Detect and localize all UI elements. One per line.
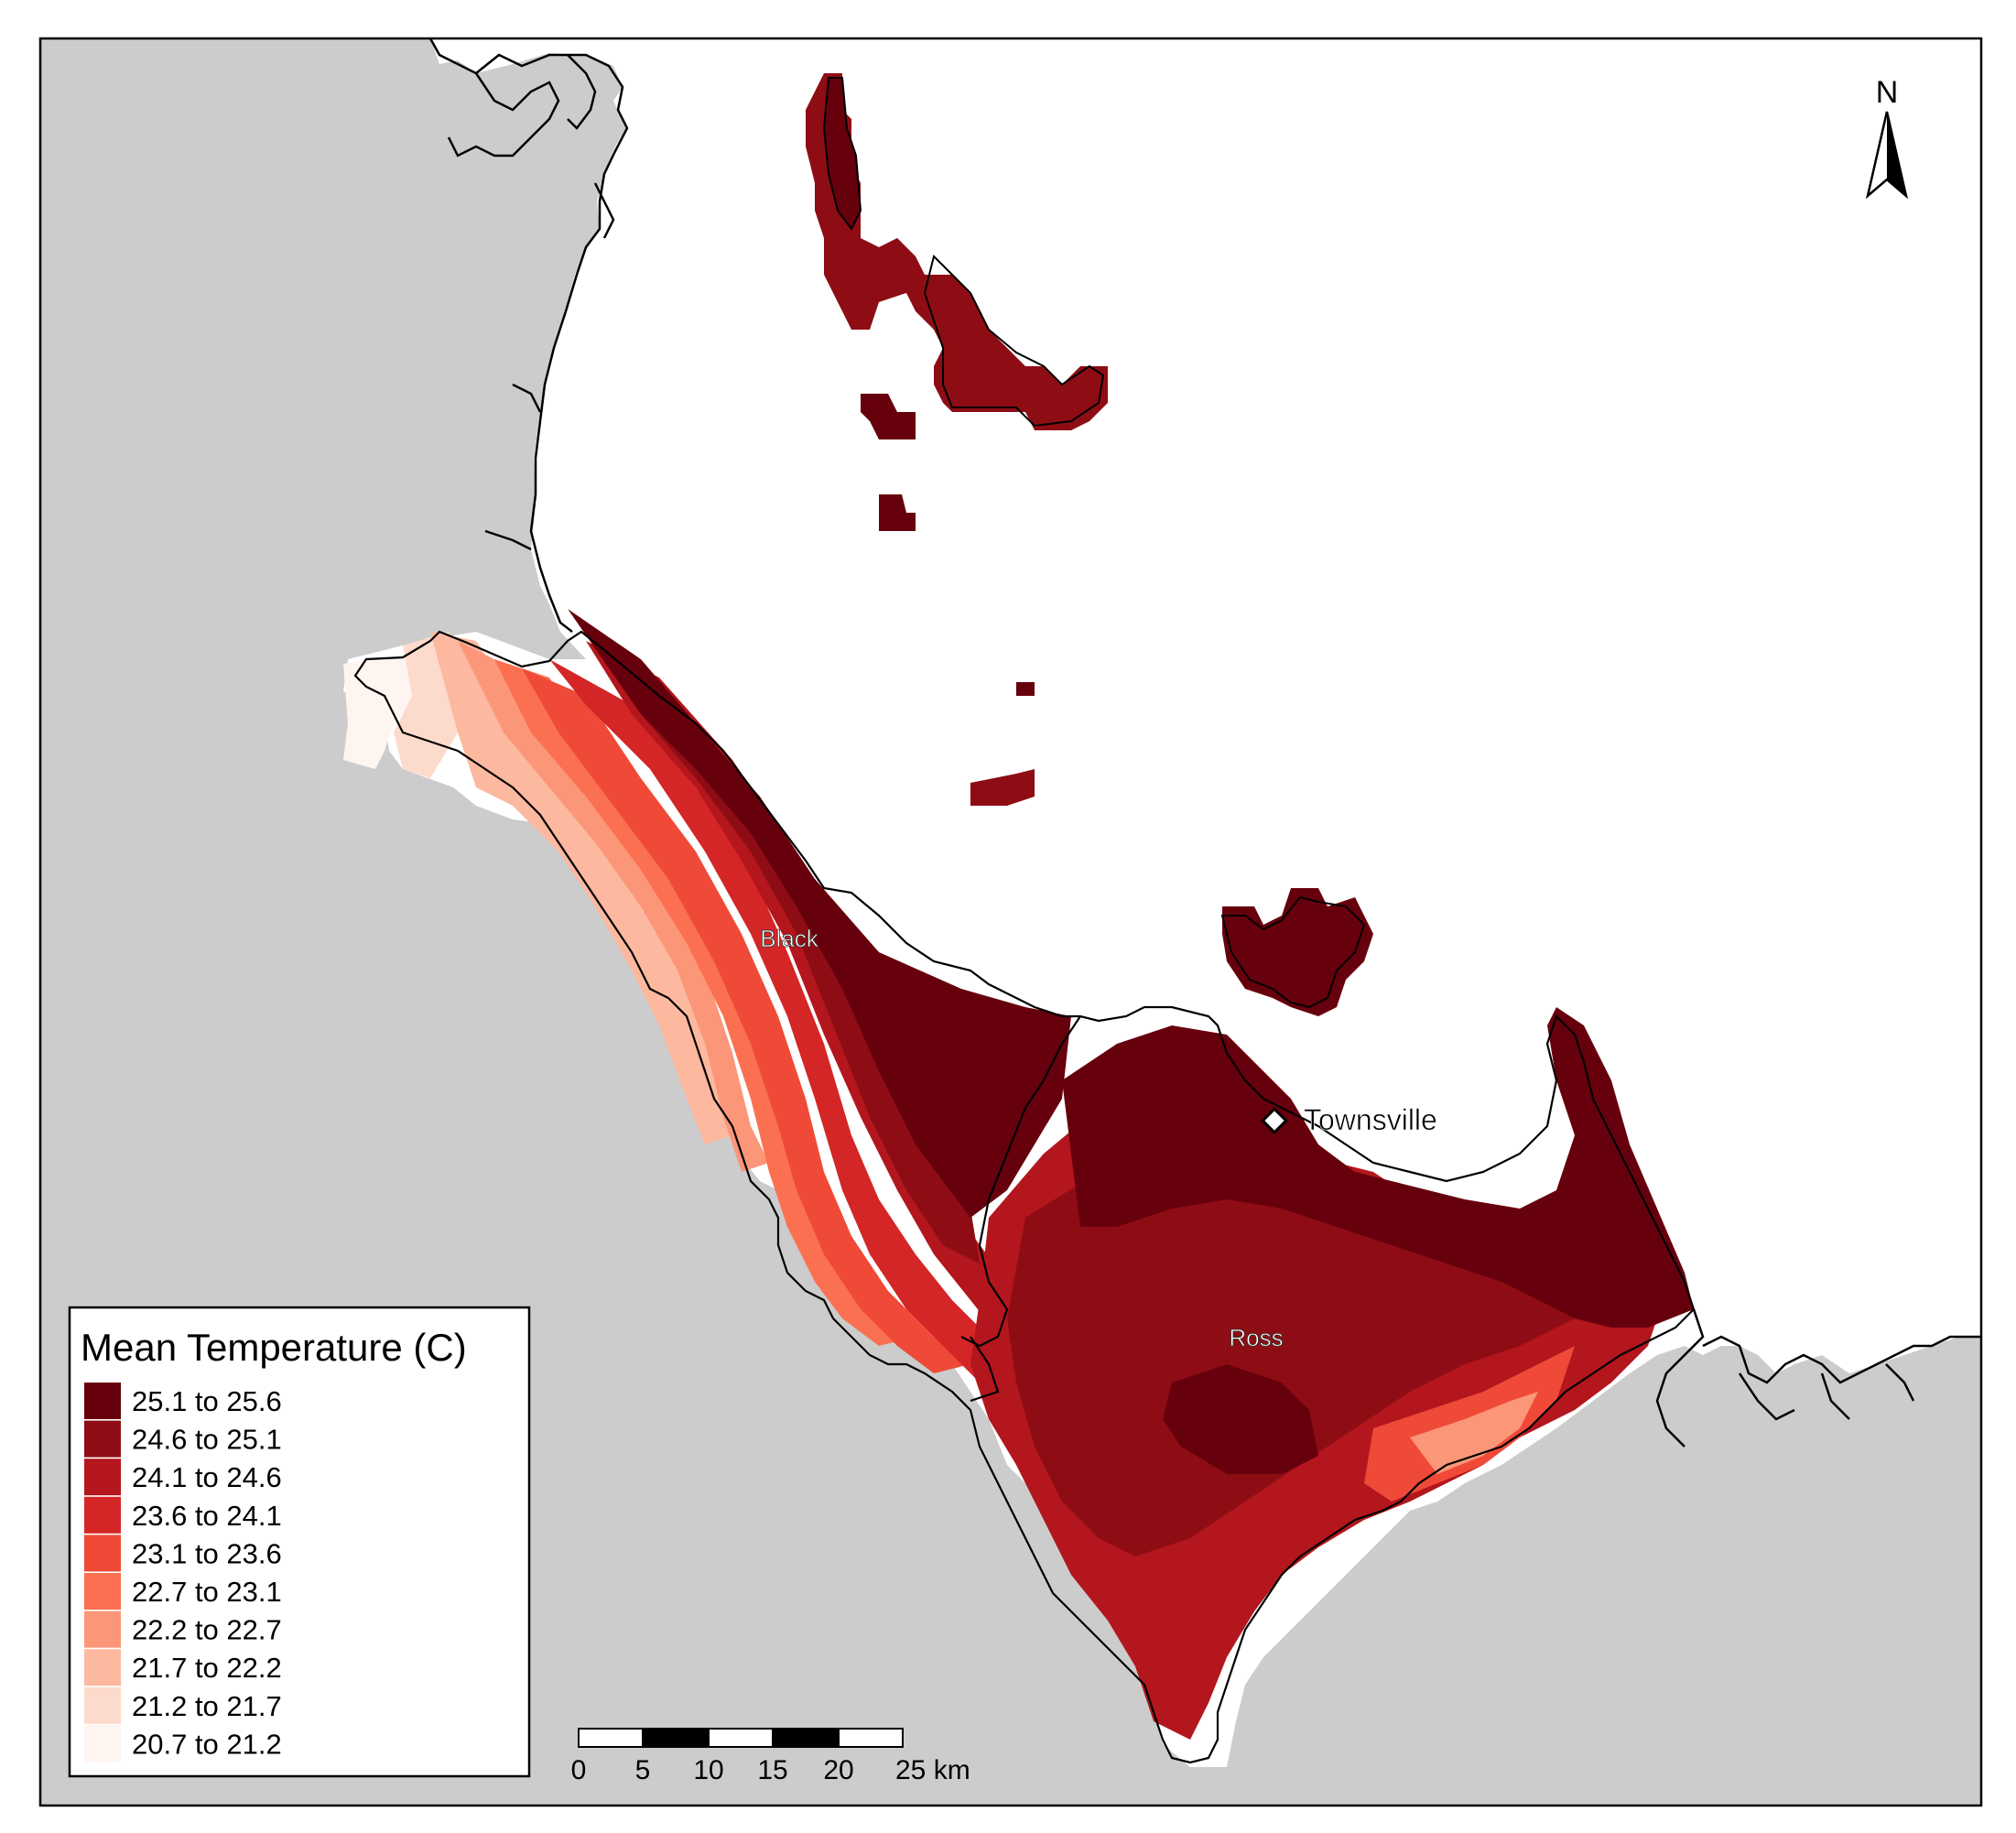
island-small-3 (1016, 682, 1035, 696)
townsville-marker (1261, 1107, 1288, 1134)
island-small-1 (861, 394, 916, 439)
zone-22-7 (494, 659, 916, 1346)
scale-tick-25: 25 km (895, 1755, 970, 1785)
zone-ross-24-6 (1007, 1154, 1593, 1556)
label-ross: Ross (1229, 1324, 1283, 1351)
zone-23-1 (522, 668, 970, 1373)
legend-label: 22.7 to 23.1 (132, 1576, 282, 1608)
north-label: N (1876, 75, 1899, 110)
zone-ross-25-1 (1062, 1007, 1694, 1328)
legend-label: 24.6 to 25.1 (132, 1424, 282, 1456)
legend-swatch (84, 1459, 121, 1496)
legend: Mean Temperature (C) 25.1 to 25.6 24.6 to… (68, 1306, 531, 1778)
temperature-raster (343, 73, 1694, 1740)
island-small-2 (879, 494, 916, 531)
map-border (38, 37, 1983, 1807)
zone-ross-core (1163, 1364, 1318, 1474)
scale-tick-5: 5 (635, 1755, 651, 1785)
island-small-4 (970, 769, 1035, 806)
zone-23-6 (549, 659, 1044, 1410)
label-townsville: Townsville (1304, 1103, 1437, 1136)
zone-20-7 (343, 655, 430, 769)
legend-swatch (84, 1725, 121, 1762)
legend-swatch (84, 1420, 121, 1458)
scale-tick-10: 10 (693, 1755, 723, 1785)
coastline (428, 38, 1981, 1448)
zone-24-6 (623, 659, 980, 1264)
legend-label: 25.1 to 25.6 (132, 1385, 282, 1417)
legend-label: 23.1 to 23.6 (132, 1537, 282, 1569)
scale-tick-15: 15 (757, 1755, 787, 1785)
diamond-icon (1261, 1107, 1288, 1134)
legend-swatch (84, 1611, 121, 1648)
catchment-boundaries (353, 630, 1696, 1764)
legend-swatch (84, 1496, 121, 1534)
legend-swatch (84, 1649, 121, 1687)
legend-label: 20.7 to 21.2 (132, 1728, 282, 1760)
zone-22-2 (458, 641, 769, 1172)
legend-swatch (84, 1383, 121, 1419)
legend-label: 22.2 to 22.7 (132, 1614, 282, 1646)
scale-tick-0: 0 (571, 1755, 587, 1785)
legend-swatch (84, 1687, 121, 1724)
zone-ross-cooler (1410, 1392, 1538, 1474)
legend-label: 23.6 to 24.1 (132, 1500, 282, 1532)
legend-box (68, 1306, 531, 1778)
legend-swatch (84, 1535, 121, 1572)
zone-21-7 (430, 632, 732, 1144)
north-arrow: N (1865, 75, 1909, 200)
island-outlines (822, 77, 1366, 1009)
zone-25-1-black (568, 609, 1071, 1218)
legend-label: 21.2 to 21.7 (132, 1690, 282, 1722)
legend-swatch (84, 1573, 121, 1610)
scale-tick-20: 20 (823, 1755, 853, 1785)
legend-label: 24.1 to 24.6 (132, 1461, 282, 1493)
legend-title: Mean Temperature (C) (81, 1326, 467, 1369)
label-black: Black (760, 925, 819, 952)
legend-label: 21.7 to 22.2 (132, 1652, 282, 1684)
scale-bar: 0 5 10 15 20 25 km (571, 1728, 970, 1785)
